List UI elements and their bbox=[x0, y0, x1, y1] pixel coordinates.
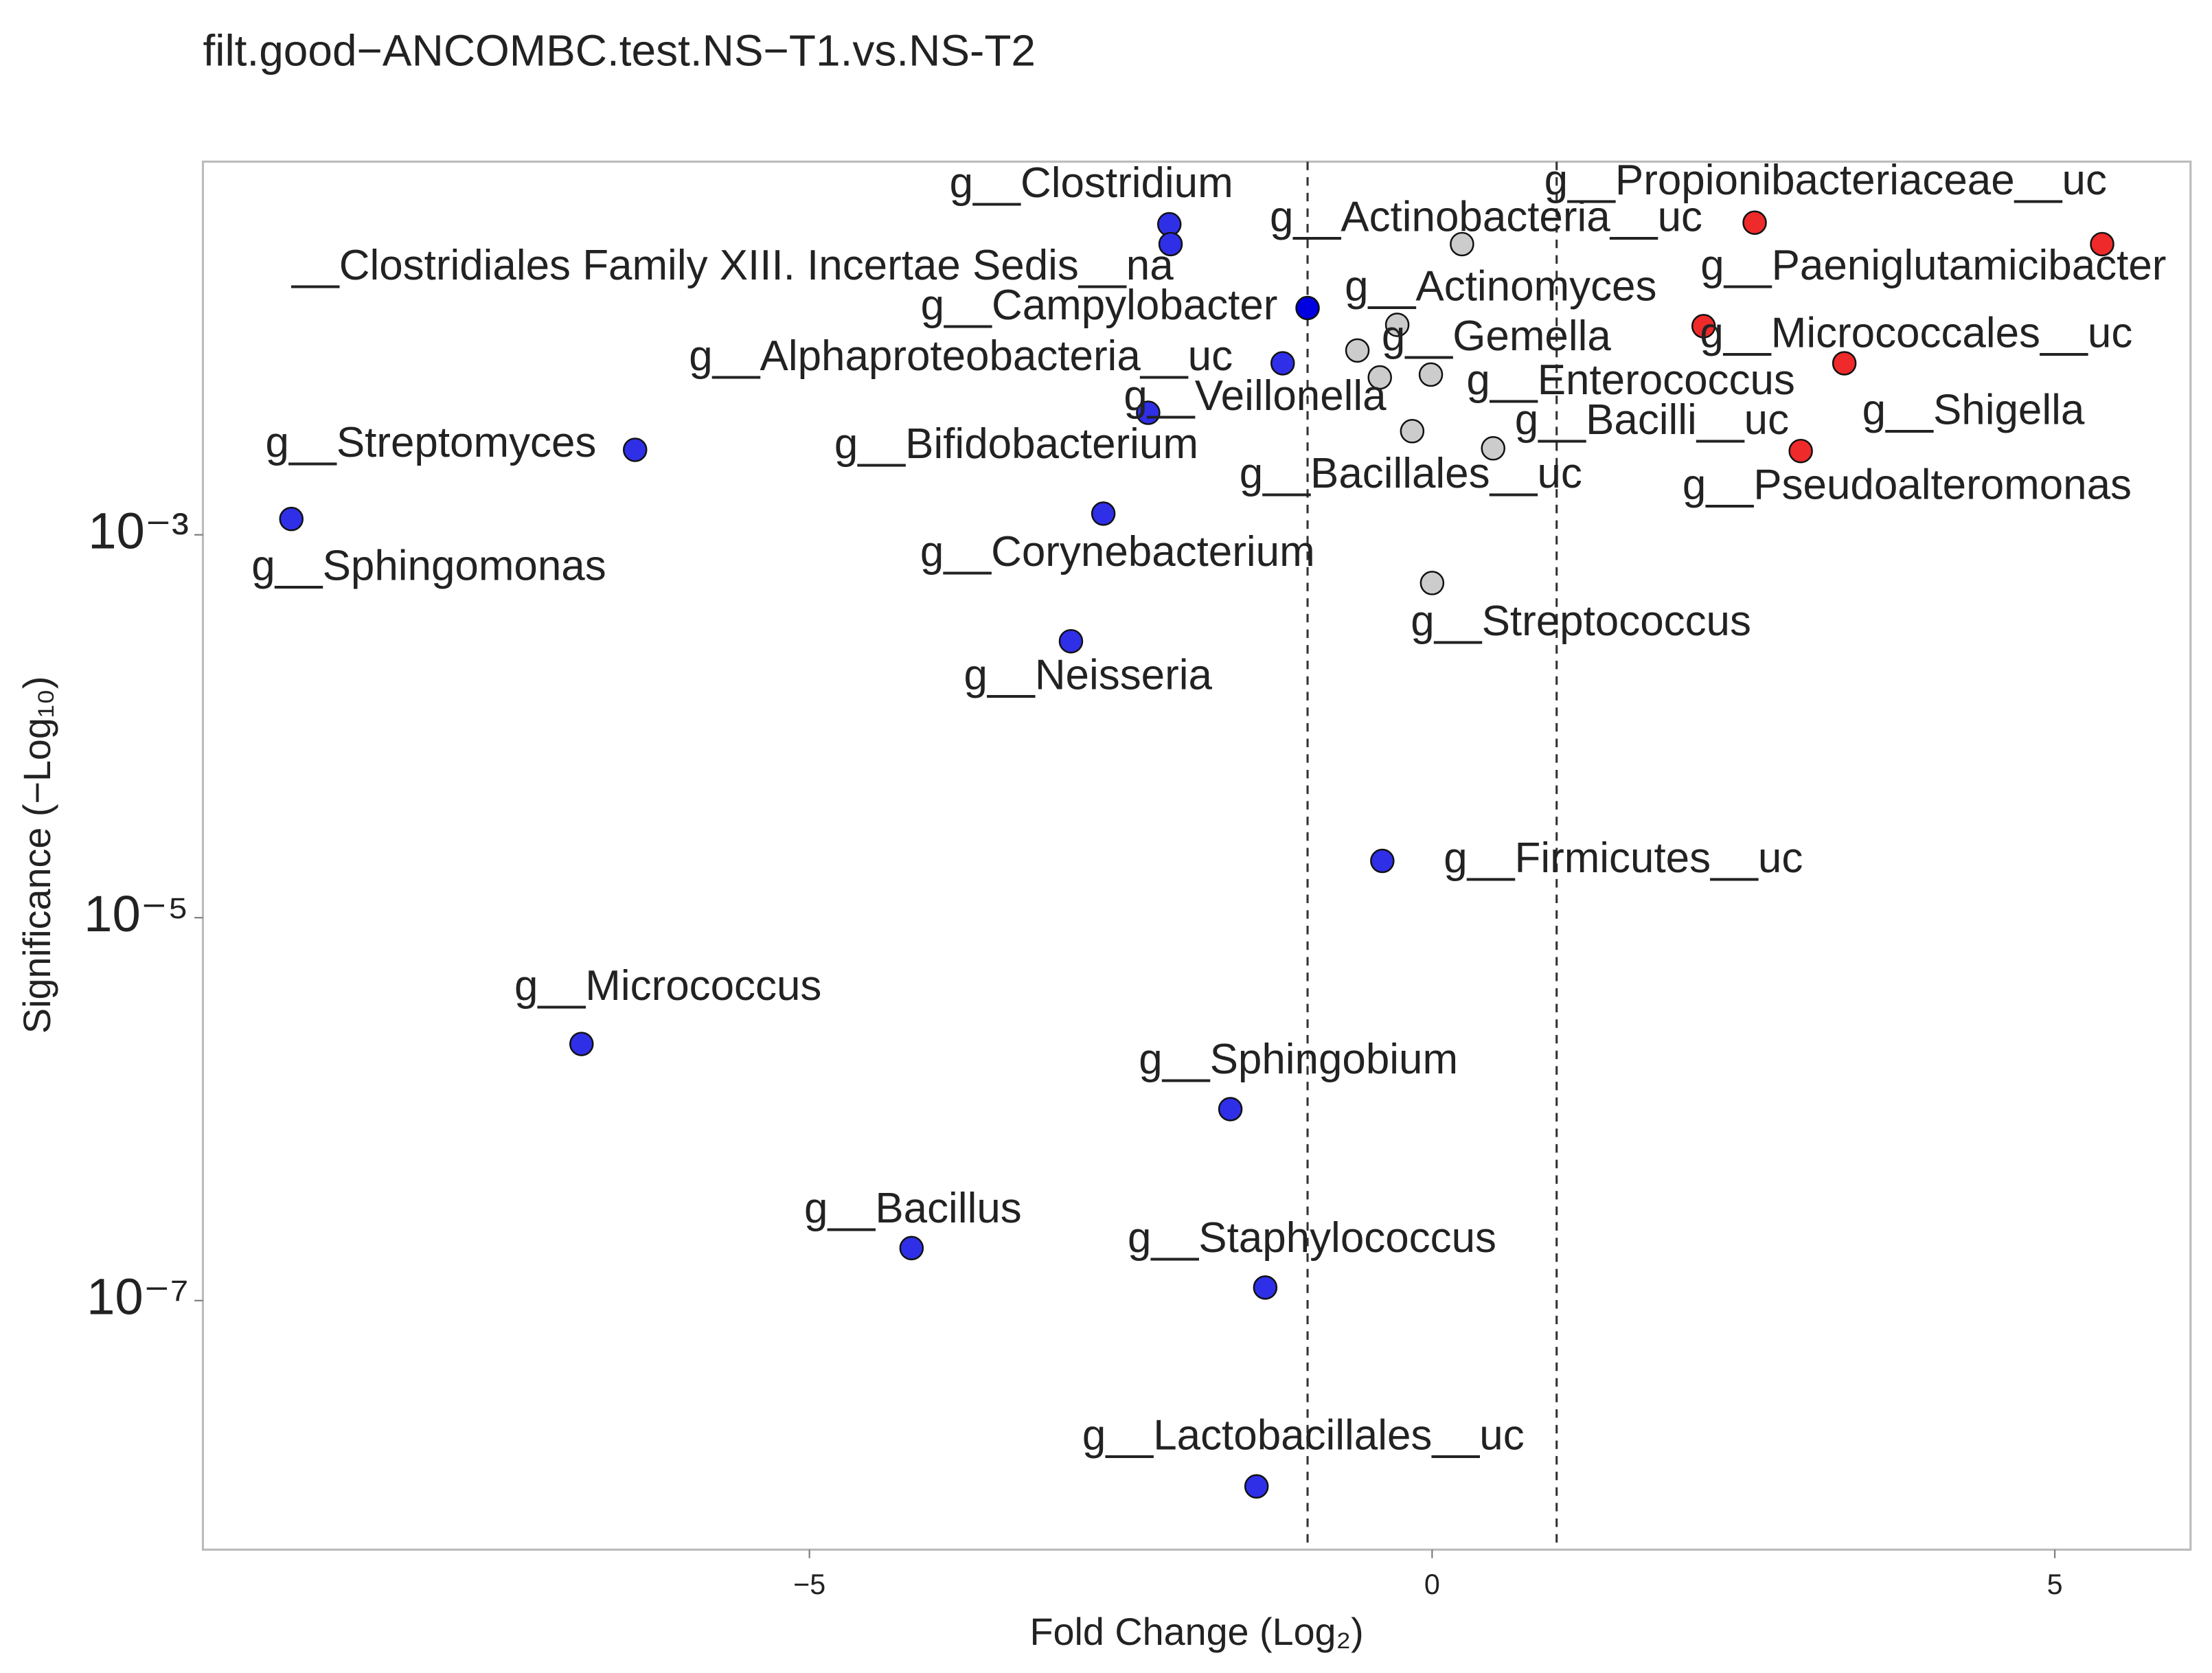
point-label: g__Alphaproteobacteria__uc bbox=[689, 332, 1233, 380]
point bbox=[279, 506, 304, 532]
point-label: g__Staphylococcus bbox=[1128, 1214, 1496, 1262]
point-label: g__Corynebacterium bbox=[920, 528, 1315, 576]
point-label: g__Pseudoalteromonas bbox=[1683, 462, 2132, 509]
point-label: g__Bifidobacterium bbox=[834, 420, 1198, 468]
point-label: g__Micrococcales__uc bbox=[1700, 310, 2132, 357]
chart-title: filt.good−ANCOMBC.test.NS−T1.vs.NS-T2 bbox=[203, 25, 1036, 75]
point bbox=[1742, 210, 1767, 236]
point-label: g__Bacillus bbox=[804, 1185, 1022, 1232]
x-axis-title: Fold Change (Log₂) bbox=[1030, 1611, 1364, 1653]
point-label: g__Gemella bbox=[1382, 312, 1611, 360]
point bbox=[1345, 338, 1370, 363]
point-label: g__Streptomyces bbox=[266, 419, 597, 466]
point bbox=[1419, 571, 1445, 595]
point bbox=[1400, 419, 1425, 444]
point-label: g__Sphingomonas bbox=[251, 542, 606, 589]
point-label: g__Neisseria bbox=[964, 652, 1213, 699]
point bbox=[622, 437, 648, 462]
point bbox=[1158, 231, 1183, 257]
point bbox=[1218, 1097, 1243, 1122]
point bbox=[1367, 365, 1392, 390]
point bbox=[1244, 1474, 1269, 1499]
point-label: __Clostridiales Family XIII. Incertae Se… bbox=[291, 242, 1174, 289]
point bbox=[1691, 314, 1716, 339]
point-label: g__Micrococcus bbox=[514, 962, 821, 1010]
point-label: g__Enterococcus bbox=[1466, 356, 1794, 404]
point-label: g__Firmicutes__uc bbox=[1444, 834, 1803, 882]
x-tick-label: 0 bbox=[1424, 1569, 1440, 1600]
plot-border bbox=[201, 160, 2192, 1551]
point bbox=[1136, 400, 1161, 425]
point bbox=[1384, 312, 1410, 337]
y-axis-title: Significance (−Log₁₀) bbox=[16, 676, 58, 1034]
point-label: g__Bacilli__uc bbox=[1515, 396, 1789, 444]
x-tick-label: −5 bbox=[793, 1569, 825, 1600]
point-label: g__Streptococcus bbox=[1411, 598, 1751, 645]
point-label: g__Bacillales__uc bbox=[1240, 450, 1582, 497]
y-tick-label: 10⁻⁵ bbox=[84, 885, 189, 942]
point bbox=[1418, 362, 1444, 387]
y-tick-label: 10⁻³ bbox=[88, 502, 189, 559]
point-label: g__Sphingobium bbox=[1139, 1036, 1458, 1083]
point-label: g__Paeniglutamicibacter bbox=[1700, 242, 2166, 289]
y-tick-label: 10⁻⁷ bbox=[87, 1268, 189, 1325]
point-label: g__Actinomyces bbox=[1345, 263, 1656, 310]
point bbox=[569, 1032, 594, 1056]
point-label: g__Campylobacter bbox=[921, 282, 1278, 329]
point bbox=[1295, 295, 1320, 321]
point-label: g__Actinobacteria__uc bbox=[1270, 194, 1702, 241]
point bbox=[1058, 628, 1084, 654]
point-label: g__Veillonella bbox=[1124, 372, 1387, 420]
point-label: g__Propionibacteriaceae__uc bbox=[1544, 157, 2107, 204]
point bbox=[1091, 501, 1116, 526]
x-tick-label: 5 bbox=[2047, 1569, 2063, 1600]
point bbox=[2090, 231, 2114, 257]
point bbox=[1450, 231, 1474, 257]
point bbox=[1832, 351, 1857, 376]
plot-area: g__Clostridium __Clostridiales Family XII… bbox=[251, 157, 2166, 1550]
point bbox=[1370, 848, 1395, 874]
point-label: g__Shigella bbox=[1862, 387, 2085, 434]
point-label: g__Clostridium bbox=[950, 159, 1233, 207]
point bbox=[1481, 436, 1505, 461]
point bbox=[1253, 1275, 1278, 1300]
point-label: g__Lactobacillales__uc bbox=[1082, 1411, 1525, 1459]
point bbox=[1270, 351, 1295, 376]
point bbox=[899, 1236, 924, 1261]
point bbox=[1788, 438, 1813, 464]
